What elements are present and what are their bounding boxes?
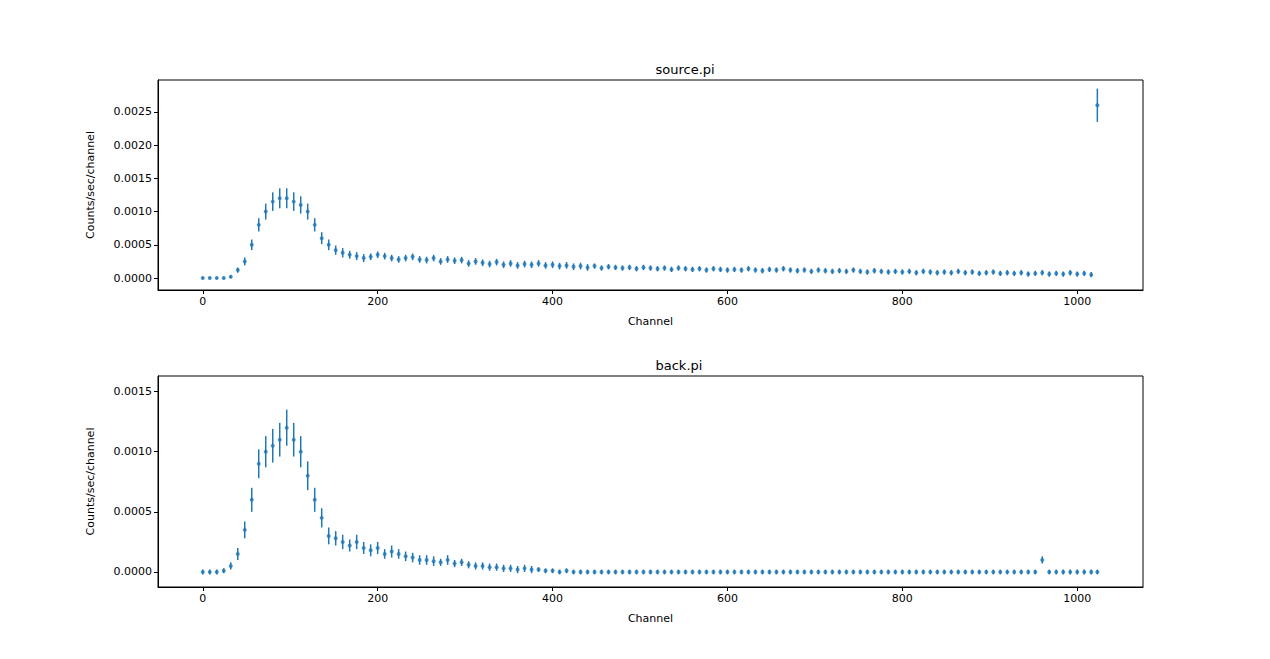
svg-text:0.0015: 0.0015 xyxy=(114,385,153,398)
svg-text:1000: 1000 xyxy=(1063,295,1091,308)
svg-text:0.0005: 0.0005 xyxy=(114,505,153,518)
svg-text:Counts/sec/channel: Counts/sec/channel xyxy=(84,428,97,536)
svg-text:back.pi: back.pi xyxy=(656,358,703,373)
svg-text:800: 800 xyxy=(892,592,913,605)
svg-text:600: 600 xyxy=(717,295,738,308)
svg-text:200: 200 xyxy=(367,295,388,308)
svg-text:0.0025: 0.0025 xyxy=(114,105,153,118)
svg-text:0.0015: 0.0015 xyxy=(114,172,153,185)
svg-text:400: 400 xyxy=(542,295,563,308)
svg-text:400: 400 xyxy=(542,592,563,605)
svg-text:Channel: Channel xyxy=(628,315,673,328)
svg-text:0: 0 xyxy=(199,295,206,308)
svg-text:0.0010: 0.0010 xyxy=(114,445,153,458)
svg-text:0.0000: 0.0000 xyxy=(114,272,153,285)
svg-text:200: 200 xyxy=(367,592,388,605)
svg-text:0.0005: 0.0005 xyxy=(114,238,153,251)
svg-text:600: 600 xyxy=(717,592,738,605)
svg-text:0.0000: 0.0000 xyxy=(114,565,153,578)
svg-text:0.0010: 0.0010 xyxy=(114,205,153,218)
svg-text:Channel: Channel xyxy=(628,612,673,625)
svg-text:800: 800 xyxy=(892,295,913,308)
svg-text:1000: 1000 xyxy=(1063,592,1091,605)
svg-text:0: 0 xyxy=(199,592,206,605)
svg-text:0.0020: 0.0020 xyxy=(114,139,153,152)
svg-text:Counts/sec/channel: Counts/sec/channel xyxy=(84,131,97,239)
svg-text:source.pi: source.pi xyxy=(656,62,715,77)
